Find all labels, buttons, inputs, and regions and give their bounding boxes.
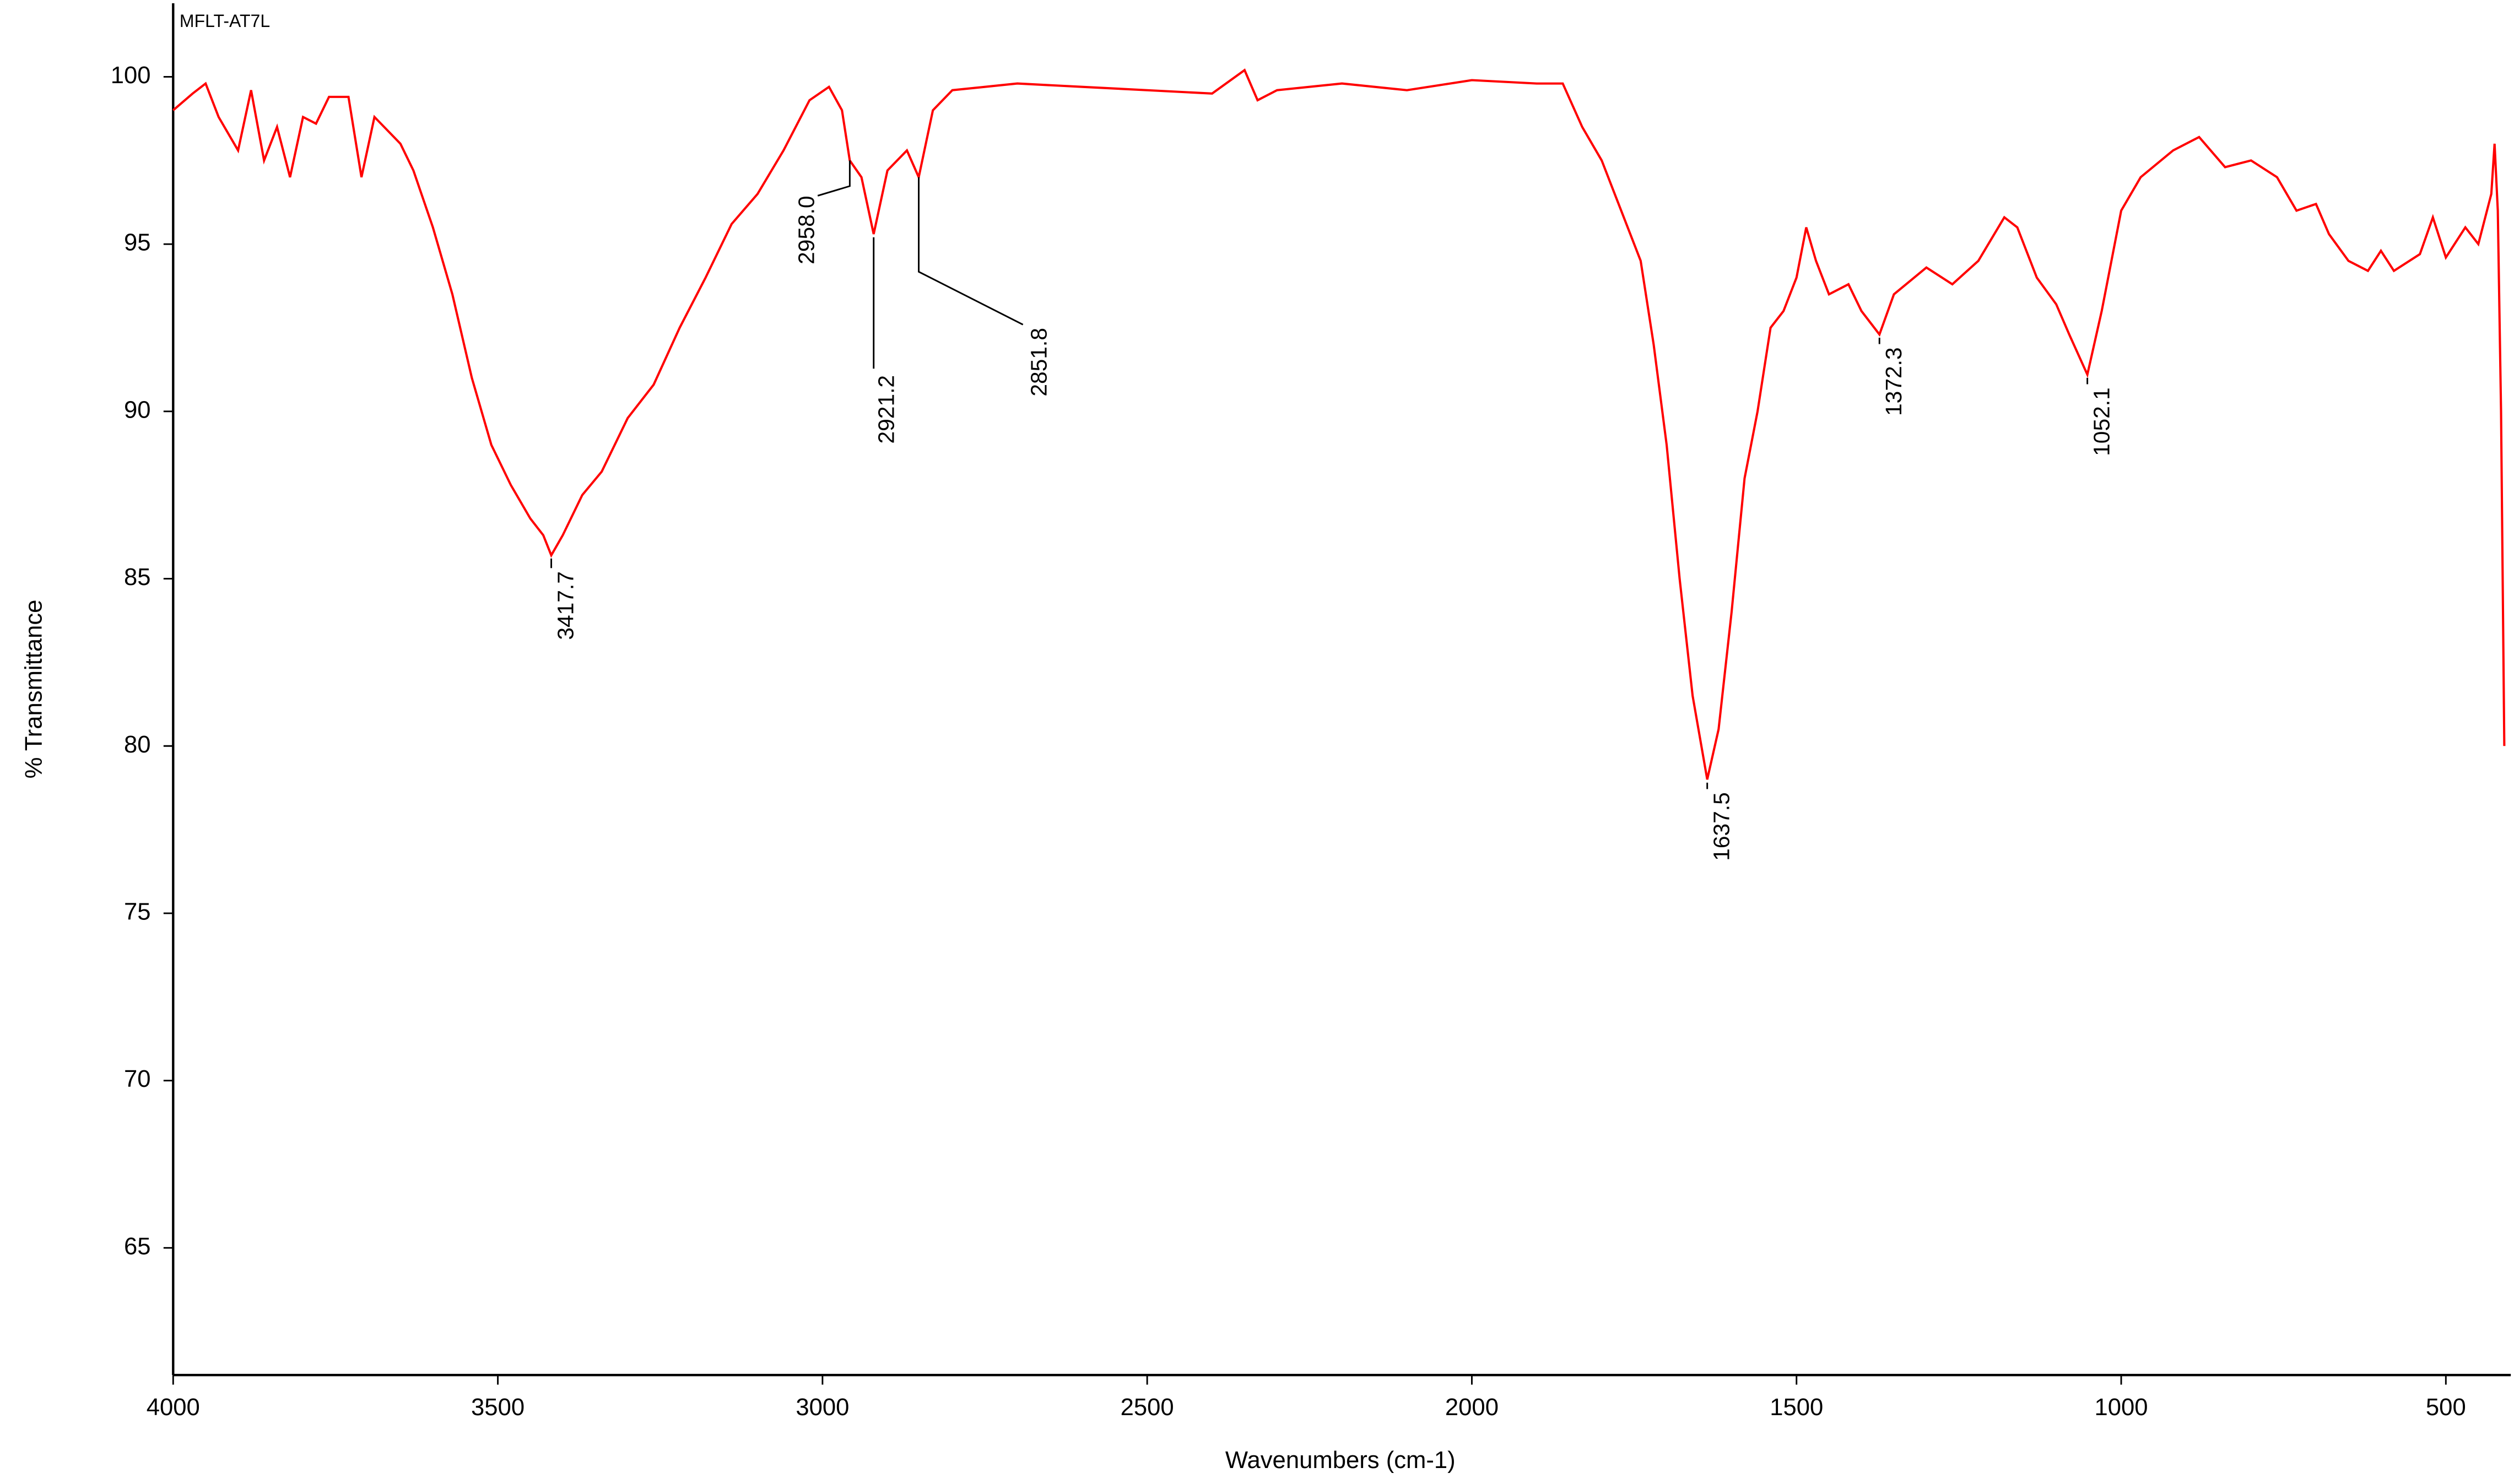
x-tick-label: 3500 (471, 1394, 525, 1421)
peak-leader (918, 177, 1024, 326)
peak-label: 1372.3 (1881, 347, 1906, 416)
x-tick-label: 2500 (1121, 1394, 1174, 1421)
spectrum-line (172, 68, 2506, 780)
x-tick-label: 1500 (1770, 1394, 1823, 1421)
x-tick-label: 3000 (796, 1394, 849, 1421)
peak-leader (817, 160, 851, 197)
x-tick-label: 500 (2426, 1394, 2466, 1421)
peak-label: 2851.8 (1026, 328, 1051, 397)
x-axis-label: Wavenumbers (cm-1) (1225, 1447, 1456, 1474)
x-tick-label: 4000 (147, 1394, 200, 1421)
y-tick-label: 100 (111, 62, 151, 89)
y-tick-label: 80 (124, 731, 151, 758)
y-tick-label: 95 (124, 229, 151, 256)
y-tick-label: 85 (124, 564, 151, 591)
x-tick-label: 1000 (2094, 1394, 2148, 1421)
y-tick-label: 70 (124, 1065, 151, 1092)
peak-label: 2921.2 (874, 375, 899, 444)
peak-label: 2958.0 (793, 196, 819, 264)
y-tick-label: 75 (124, 898, 151, 925)
x-tick-label: 2000 (1445, 1394, 1499, 1421)
peak-label: 1052.1 (2089, 387, 2114, 456)
y-tick-label: 65 (124, 1233, 151, 1260)
y-tick-label: 90 (124, 396, 151, 423)
y-axis-label: % Transmittance (20, 600, 47, 779)
peak-label: 3417.7 (553, 571, 578, 640)
legend-entry: MFLT-AT7L (180, 11, 270, 31)
peak-label: 1637.5 (1709, 792, 1734, 861)
